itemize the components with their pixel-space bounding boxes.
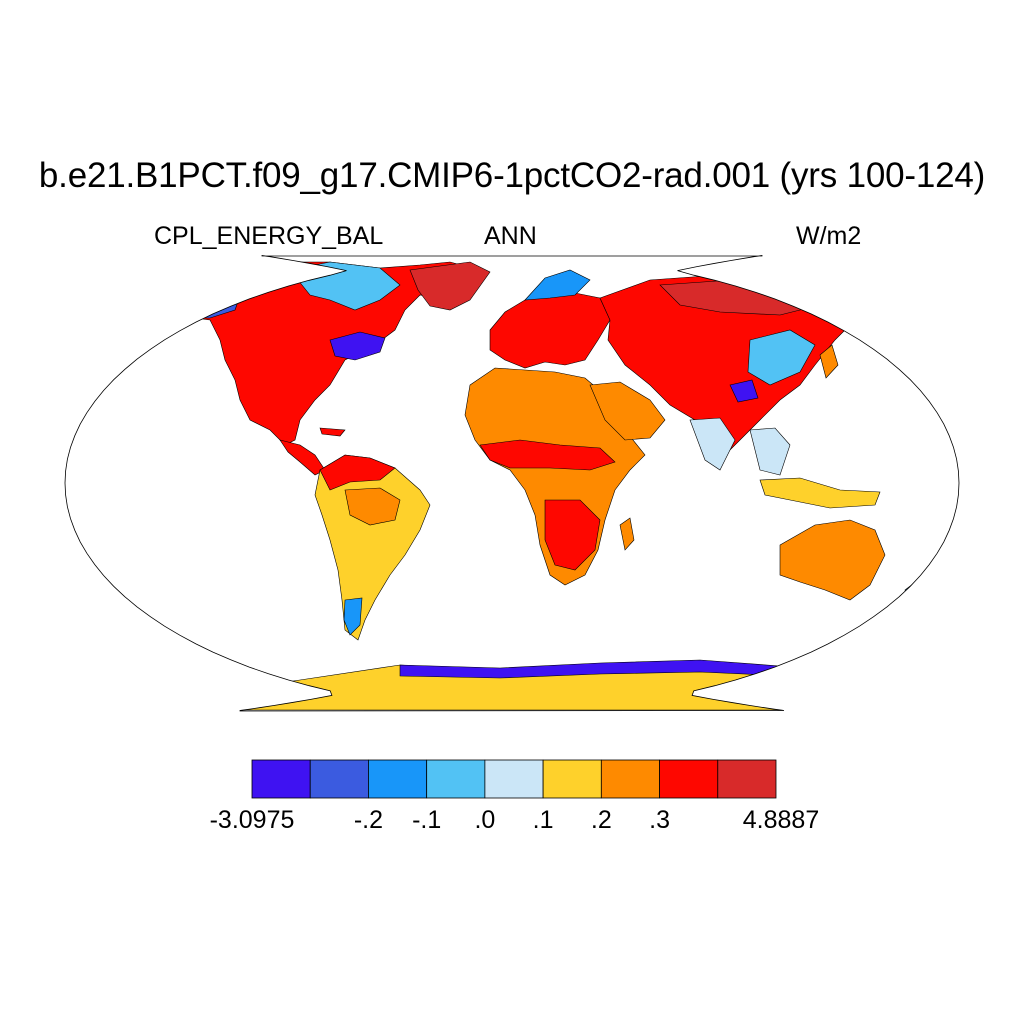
colorbar-tick-label: .1 (532, 806, 554, 834)
land-patagonia (343, 597, 363, 636)
colorbar-swatch-2 (368, 759, 428, 799)
colorbar-swatch-7 (659, 759, 719, 799)
land-africa (464, 367, 646, 586)
land-arabia (589, 381, 666, 441)
colorbar-tick-label: -.1 (412, 806, 442, 834)
colorbar-tick-label: -.2 (353, 806, 384, 834)
land-southern-africa (544, 499, 601, 571)
land-japan (819, 344, 839, 379)
land-greenland (409, 261, 491, 311)
land-scandinavia (524, 269, 591, 301)
page-title: b.e21.B1PCT.f09_g17.CMIP6-1pctCO2-rad.00… (38, 156, 986, 195)
colorbar-tick-label: .0 (474, 806, 496, 834)
colorbar-swatch-5 (542, 759, 602, 799)
land-indonesia (759, 477, 881, 509)
map-land-layer (184, 261, 923, 711)
colorbar-tick-label: .3 (649, 806, 670, 834)
colorbar-tick-label: 4.8887 (742, 806, 820, 834)
land-tibet (729, 379, 759, 403)
land-south-america-north (319, 454, 396, 491)
land-madagascar (619, 517, 635, 551)
colorbar-swatch-6 (600, 759, 660, 799)
land-caribbean (319, 427, 346, 437)
land-india (689, 417, 736, 471)
colorbar-tick-label: .2 (590, 806, 612, 834)
land-indochina (749, 427, 791, 476)
land-sahel (479, 439, 616, 471)
land-north-america (184, 261, 481, 446)
variable-label: CPL_ENERGY_BAL (154, 222, 384, 250)
colorbar-swatch-4 (484, 759, 544, 799)
colorbar-tick-label: -3.0975 (209, 806, 295, 834)
colorbar-swatch-0 (251, 759, 311, 799)
season-label: ANN (484, 222, 537, 250)
colorbar-swatch-3 (426, 759, 486, 799)
land-australia (779, 519, 886, 601)
colorbar-swatch-1 (309, 759, 369, 799)
globe-outline (64, 255, 960, 712)
units-label: W/m2 (796, 222, 862, 250)
colorbar-swatch-8 (717, 759, 777, 799)
land-amazon (344, 487, 401, 526)
land-great-lakes-region (329, 331, 386, 361)
land-east-asia (747, 329, 816, 386)
